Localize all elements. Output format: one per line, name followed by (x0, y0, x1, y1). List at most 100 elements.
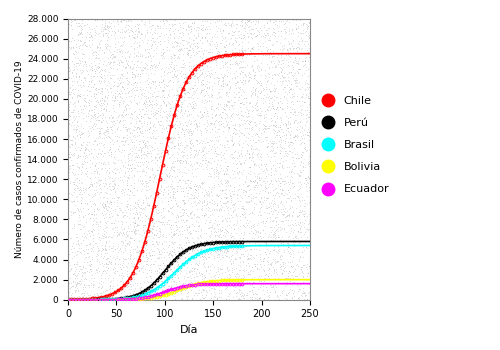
Point (142, 251, 150, 256)
Point (298, 37, 306, 43)
Point (296, 180, 304, 185)
Point (296, 226, 304, 231)
Point (158, 257, 166, 262)
Point (116, 80, 124, 85)
Point (172, 177, 179, 182)
Point (88, 183, 96, 189)
Point (283, 71, 291, 76)
Point (66, 149, 74, 154)
Point (72, 194, 80, 199)
Point (68, 294, 76, 300)
Point (176, 160, 184, 166)
Point (220, 253, 228, 258)
Point (208, 261, 216, 267)
Point (276, 70, 284, 75)
Point (220, 145, 228, 150)
Point (278, 78, 286, 84)
Point (136, 280, 144, 285)
Point (198, 167, 206, 172)
Point (174, 188, 182, 194)
Point (252, 121, 260, 127)
Point (212, 206, 220, 212)
Point (294, 193, 302, 199)
Point (132, 116, 140, 122)
Point (154, 279, 162, 285)
Point (260, 296, 268, 301)
Point (148, 62, 156, 68)
Point (190, 284, 198, 289)
Point (304, 45, 312, 51)
Point (115, 272, 123, 278)
Point (66, 163, 74, 169)
Point (112, 218, 120, 223)
Point (206, 246, 214, 251)
Point (239, 267, 247, 273)
Point (100, 195, 108, 200)
Point (200, 257, 208, 263)
Point (73, 193, 81, 199)
Point (144, 179, 152, 184)
Point (102, 214, 110, 219)
Point (238, 93, 246, 98)
Point (190, 267, 198, 272)
Point (236, 297, 244, 302)
Point (147, 275, 155, 281)
Point (166, 154, 174, 160)
Point (110, 122, 118, 128)
Point (143, 202, 151, 207)
Point (292, 26, 300, 32)
Point (240, 268, 248, 273)
Point (66, 235, 74, 241)
Point (124, 159, 132, 164)
Point (294, 40, 302, 46)
Point (178, 34, 186, 40)
Point (138, 263, 146, 268)
Point (72, 41, 80, 47)
Point (289, 102, 297, 107)
Point (260, 291, 268, 297)
Point (218, 96, 226, 101)
Point (185, 24, 193, 29)
Point (92, 30, 100, 36)
Point (242, 119, 250, 124)
Point (289, 86, 297, 92)
Point (68, 58, 76, 64)
Point (217, 154, 225, 159)
Point (121, 104, 129, 110)
Point (99, 203, 107, 209)
Point (106, 135, 114, 141)
Point (275, 138, 283, 144)
Point (71, 186, 79, 191)
Point (118, 67, 126, 72)
Point (111, 224, 119, 230)
Point (210, 170, 218, 175)
Point (304, 84, 312, 90)
Point (238, 86, 246, 91)
Point (276, 150, 284, 155)
Point (147, 256, 155, 261)
Point (256, 153, 264, 159)
Point (96, 219, 104, 225)
Point (100, 114, 108, 120)
Point (289, 184, 297, 190)
Point (78, 233, 86, 239)
Point (270, 246, 278, 252)
Point (190, 82, 198, 88)
Point (146, 24, 154, 30)
Point (161, 190, 169, 195)
Point (304, 266, 312, 272)
Point (252, 105, 260, 111)
Point (109, 240, 117, 246)
Point (239, 295, 247, 301)
Point (170, 121, 177, 127)
Point (171, 16, 179, 22)
Point (230, 52, 238, 58)
Point (181, 178, 189, 184)
Point (83, 21, 91, 27)
Point (300, 220, 308, 225)
Point (186, 47, 194, 53)
Point (92, 184, 100, 189)
Point (288, 94, 296, 100)
Point (218, 83, 226, 89)
Point (152, 107, 160, 113)
